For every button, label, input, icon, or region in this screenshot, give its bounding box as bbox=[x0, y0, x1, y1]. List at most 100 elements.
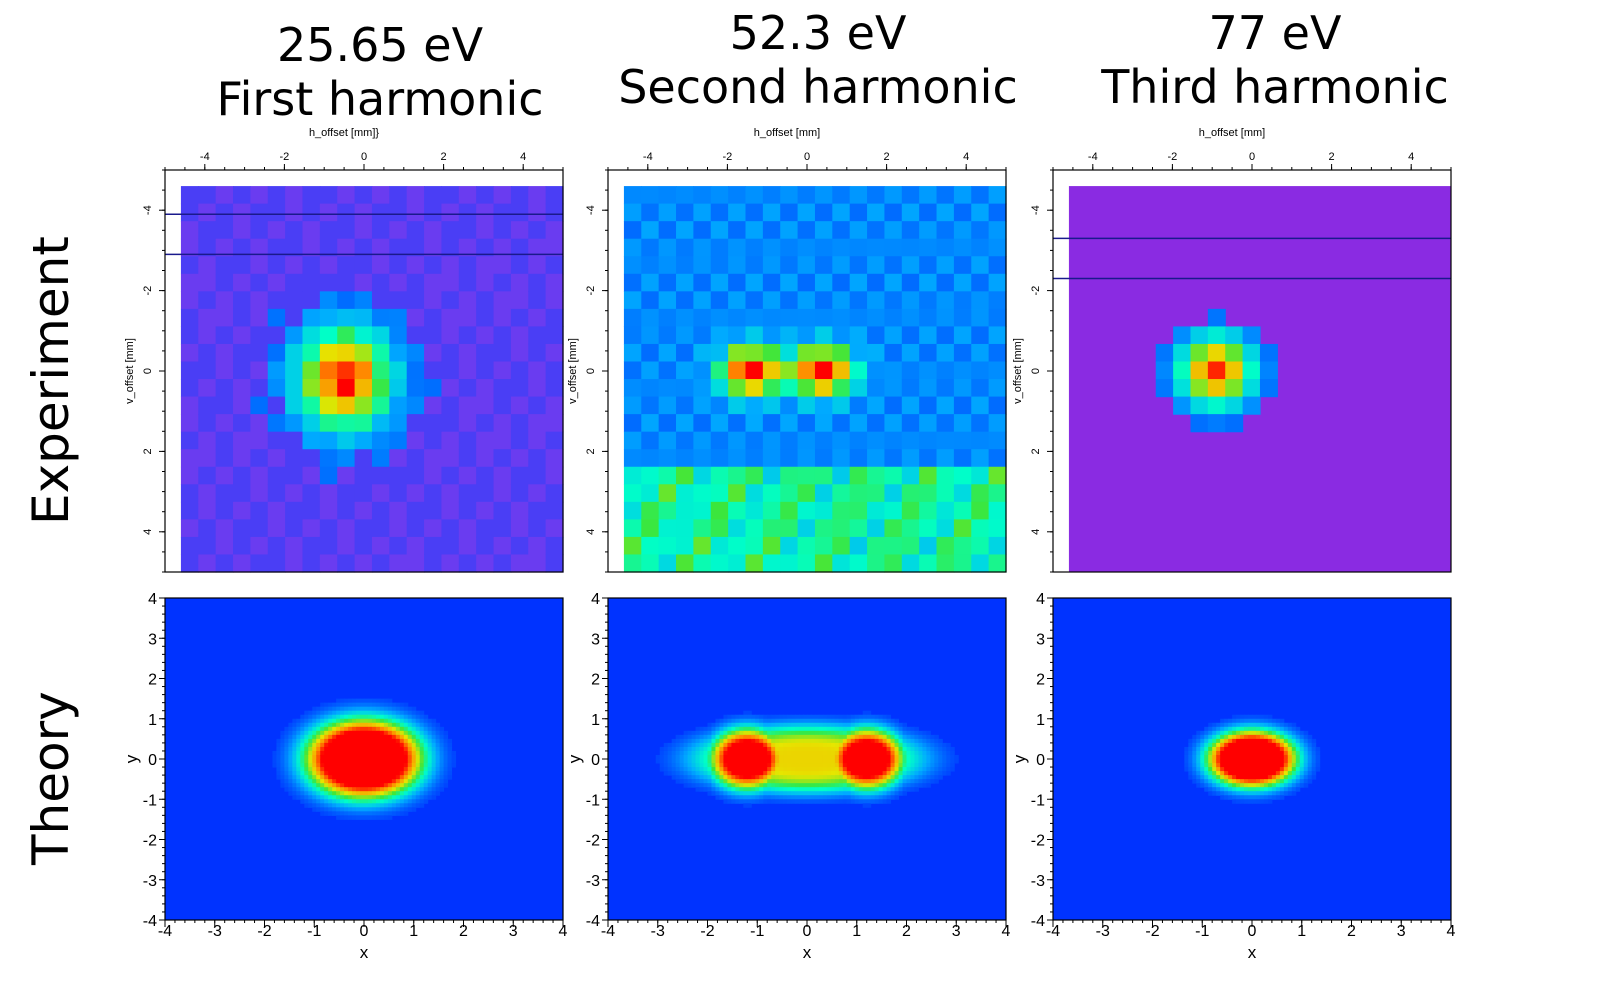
heatmap-cell bbox=[699, 738, 705, 744]
heatmap-cell bbox=[971, 361, 990, 380]
heatmap-cell bbox=[423, 742, 429, 748]
heatmap-cell bbox=[383, 779, 389, 784]
heatmap-cell bbox=[850, 779, 856, 784]
heatmap-cell bbox=[953, 203, 972, 222]
heatmap-cell bbox=[371, 466, 390, 485]
heatmap-cell bbox=[922, 759, 927, 764]
heatmap-cell bbox=[1279, 746, 1285, 752]
heatmap-cell bbox=[807, 738, 812, 744]
heatmap-cell bbox=[387, 726, 393, 732]
heatmap-cell bbox=[623, 361, 642, 380]
heatmap-cell bbox=[735, 771, 740, 776]
x-tick-label: 0 bbox=[360, 923, 369, 940]
heatmap-cell bbox=[1307, 738, 1313, 744]
heatmap-cell bbox=[679, 746, 685, 752]
heatmap-cell bbox=[775, 783, 780, 788]
heatmap-cell bbox=[276, 759, 281, 764]
heatmap-cell bbox=[407, 759, 413, 764]
heatmap-cell bbox=[751, 775, 756, 780]
heatmap-cell bbox=[419, 787, 425, 792]
heatmap-cell bbox=[215, 466, 234, 485]
heatmap-cell bbox=[304, 775, 309, 780]
heatmap-cell bbox=[1196, 775, 1201, 780]
heatmap-cell bbox=[328, 714, 333, 720]
heatmap-cell bbox=[671, 742, 677, 748]
heatmap-cell bbox=[826, 754, 832, 760]
heatmap-cell bbox=[1200, 767, 1205, 772]
heatmap-cell bbox=[280, 734, 285, 740]
heatmap-cell bbox=[348, 775, 353, 780]
heatmap-cell bbox=[233, 536, 251, 556]
heatmap-cell bbox=[971, 536, 990, 556]
heatmap-cell bbox=[906, 767, 911, 772]
heatmap-cell bbox=[439, 746, 445, 752]
heatmap-cell bbox=[870, 726, 876, 732]
heatmap-cell bbox=[884, 431, 903, 450]
heatmap-cell bbox=[747, 791, 752, 796]
heatmap-cell bbox=[344, 795, 349, 800]
heatmap-cell bbox=[711, 783, 716, 788]
heatmap-cell bbox=[1173, 361, 1192, 380]
heatmap-cell bbox=[822, 763, 828, 768]
heatmap-cell bbox=[1311, 759, 1317, 764]
heatmap-cell bbox=[423, 730, 429, 736]
heatmap-cell bbox=[1267, 799, 1273, 804]
heatmap-cell bbox=[822, 779, 828, 784]
heatmap-cell bbox=[910, 730, 915, 736]
heatmap-cell bbox=[930, 754, 935, 760]
heatmap-cell bbox=[395, 702, 401, 708]
heatmap-cell bbox=[814, 750, 820, 756]
heatmap-cell bbox=[884, 519, 903, 538]
heatmap-cell bbox=[356, 811, 361, 816]
heatmap-cell bbox=[763, 775, 768, 780]
heatmap-cell bbox=[411, 791, 417, 796]
heatmap-cell bbox=[902, 726, 907, 732]
heatmap-cell bbox=[280, 767, 285, 772]
heatmap-cell bbox=[300, 783, 305, 788]
heatmap-cell bbox=[198, 536, 217, 556]
heatmap-cell bbox=[324, 795, 329, 800]
heatmap-cell bbox=[1196, 730, 1201, 736]
heatmap-cell bbox=[371, 795, 377, 800]
heatmap-cell bbox=[884, 414, 903, 433]
heatmap-cell bbox=[458, 238, 477, 257]
heatmap-cell bbox=[901, 449, 920, 468]
heatmap-cell bbox=[399, 730, 405, 736]
heatmap-cell bbox=[308, 799, 313, 804]
heatmap-cell bbox=[399, 710, 405, 716]
heatmap-cell bbox=[695, 787, 701, 792]
heatmap-cell bbox=[285, 308, 304, 328]
heatmap-cell bbox=[395, 714, 401, 720]
heatmap-cell bbox=[771, 722, 776, 728]
heatmap-cell bbox=[695, 767, 701, 772]
heatmap-cell bbox=[767, 799, 772, 804]
heatmap-cell bbox=[755, 799, 760, 804]
heatmap-cell bbox=[763, 791, 768, 796]
heatmap-cell bbox=[304, 722, 309, 728]
heatmap-cell bbox=[419, 734, 425, 740]
heatmap-cell bbox=[250, 414, 269, 433]
heatmap-cell bbox=[914, 767, 919, 772]
heatmap-cell bbox=[878, 734, 884, 740]
heatmap-cell bbox=[493, 536, 512, 556]
heatmap-cell bbox=[862, 799, 868, 804]
heatmap-cell bbox=[882, 738, 888, 744]
heatmap-cell bbox=[1279, 763, 1285, 768]
heatmap-cell bbox=[1291, 787, 1297, 792]
heatmap-cell bbox=[285, 431, 304, 450]
heatmap-cell bbox=[938, 738, 943, 744]
heatmap-cell bbox=[901, 554, 920, 573]
heatmap-cell bbox=[1204, 759, 1209, 764]
heatmap-cell bbox=[710, 326, 729, 345]
heatmap-cell bbox=[818, 734, 824, 740]
column-title-second: 52.3 eV Second harmonic bbox=[608, 6, 1028, 114]
heatmap-cell bbox=[1220, 726, 1225, 732]
heatmap-cell bbox=[818, 783, 824, 788]
heatmap-cell bbox=[867, 238, 886, 257]
heatmap-cell bbox=[451, 750, 457, 756]
heatmap-cell bbox=[862, 718, 868, 724]
y-tick-label: 0 bbox=[142, 368, 154, 374]
heatmap-cell bbox=[919, 308, 938, 328]
heatmap-cell bbox=[344, 702, 349, 708]
heatmap-cell bbox=[447, 771, 453, 776]
